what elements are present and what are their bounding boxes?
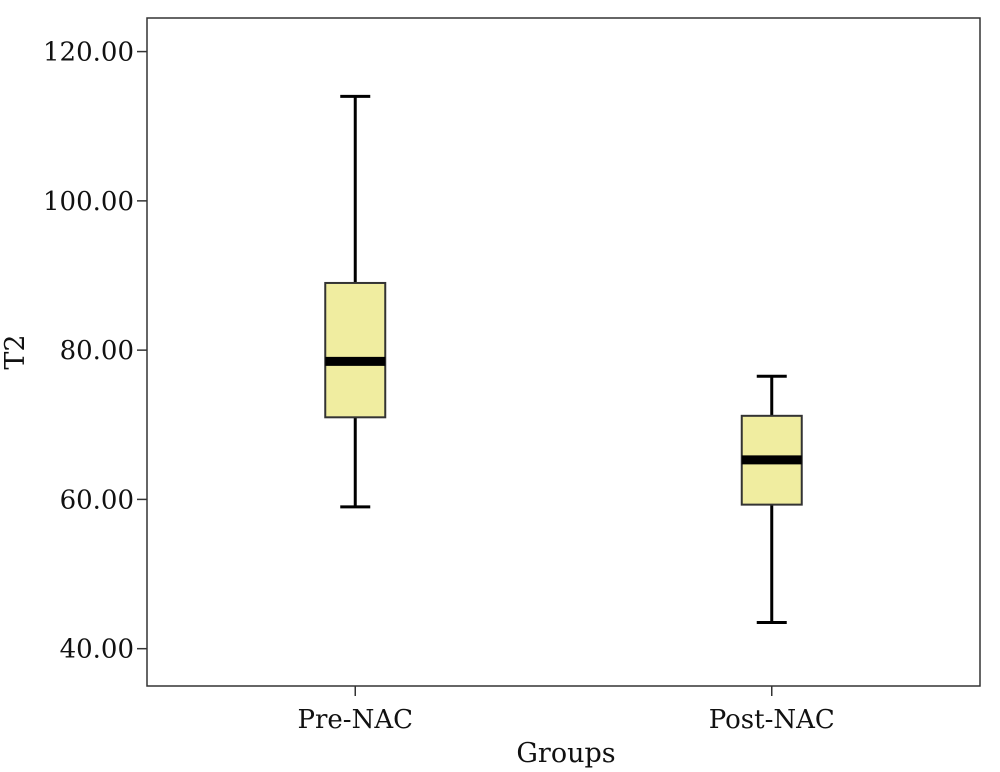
x-axis-title: Groups	[516, 738, 615, 769]
y-tick-label: 120.00	[43, 38, 134, 68]
box-group	[324, 94, 803, 625]
x-tick-label: Pre-NAC	[297, 705, 413, 735]
box-post-nac	[740, 374, 803, 625]
y-tick-label: 100.00	[43, 187, 134, 217]
x-axis: Pre-NAC Post-NAC	[297, 686, 835, 735]
y-tick-label: 40.00	[60, 635, 134, 665]
iqr-box	[324, 281, 387, 419]
y-axis: 40.00 60.00 80.00 100.00 120.00	[43, 38, 147, 665]
y-axis-title: T2	[0, 334, 31, 369]
x-tick-label: Post-NAC	[709, 705, 835, 735]
y-tick-label: 60.00	[60, 485, 134, 515]
plot-frame	[146, 17, 981, 687]
box-pre-nac	[324, 94, 387, 509]
y-tick-label: 80.00	[60, 336, 134, 366]
